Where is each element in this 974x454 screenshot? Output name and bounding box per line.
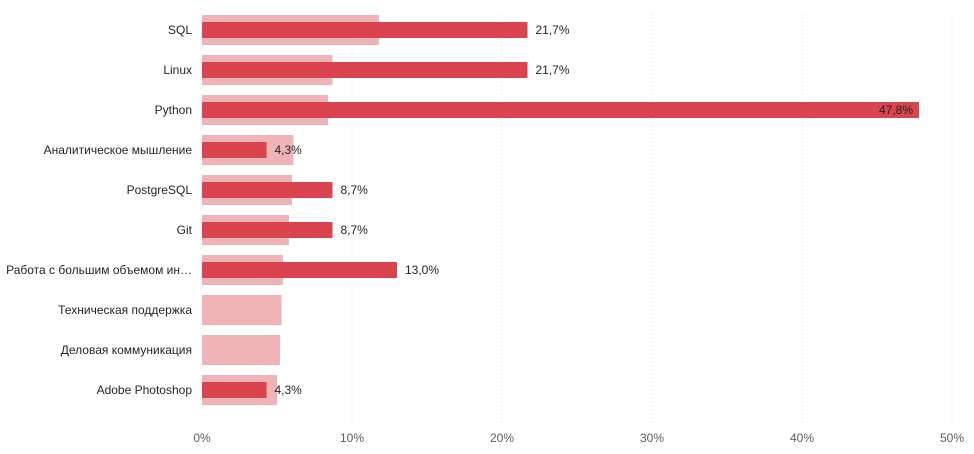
data-label: 13,0% bbox=[405, 263, 439, 277]
x-tick-label: 30% bbox=[640, 431, 664, 445]
bar-foreground bbox=[202, 62, 528, 78]
category-label: Git bbox=[177, 223, 193, 237]
bar-background bbox=[202, 335, 280, 365]
data-label: 4,3% bbox=[275, 143, 303, 157]
category-label: Техническая поддержка bbox=[58, 303, 192, 317]
x-tick-label: 40% bbox=[790, 431, 814, 445]
category-label: Аналитическое мышление bbox=[44, 143, 193, 157]
data-label: 8,7% bbox=[341, 183, 369, 197]
bar-foreground bbox=[202, 262, 397, 278]
x-tick-label: 10% bbox=[340, 431, 364, 445]
x-tick-label: 20% bbox=[490, 431, 514, 445]
bar-foreground bbox=[202, 142, 267, 158]
category-label: Работа с большим объемом ин… bbox=[6, 263, 192, 277]
x-tick-label: 50% bbox=[940, 431, 964, 445]
data-label: 8,7% bbox=[341, 223, 369, 237]
bar-background bbox=[202, 295, 282, 325]
category-label: PostgreSQL bbox=[127, 183, 193, 197]
bar-foreground bbox=[202, 182, 333, 198]
x-tick-label: 0% bbox=[193, 431, 211, 445]
data-label: 4,3% bbox=[275, 383, 303, 397]
bar-foreground bbox=[202, 22, 528, 38]
category-label: SQL bbox=[168, 23, 192, 37]
category-label: Linux bbox=[163, 63, 192, 77]
bar-foreground bbox=[202, 222, 333, 238]
category-label: Python bbox=[155, 103, 192, 117]
data-label: 21,7% bbox=[536, 23, 570, 37]
bar-foreground bbox=[202, 102, 919, 118]
data-label: 47,8% bbox=[879, 103, 913, 117]
data-label: 21,7% bbox=[536, 63, 570, 77]
category-label: Деловая коммуникация bbox=[61, 343, 192, 357]
bar-foreground bbox=[202, 382, 267, 398]
category-label: Adobe Photoshop bbox=[97, 383, 193, 397]
